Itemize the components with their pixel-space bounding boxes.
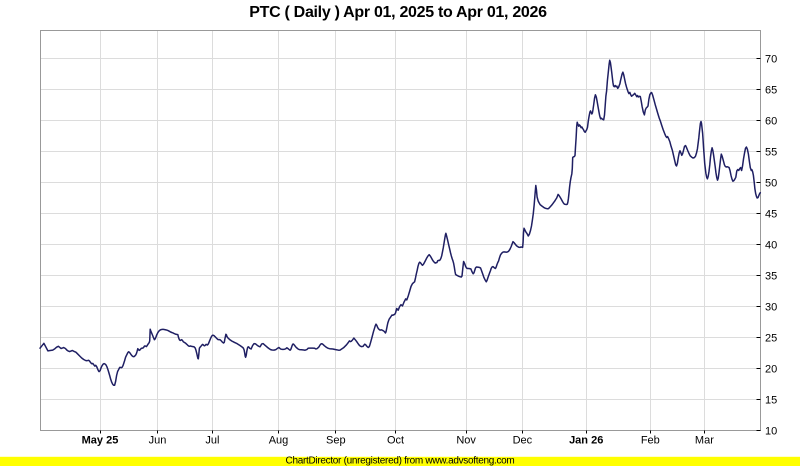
svg-text:Mar: Mar [695, 435, 714, 447]
svg-text:60: 60 [765, 116, 777, 128]
svg-text:35: 35 [765, 271, 777, 283]
svg-text:ChartDirector (unregistered) f: ChartDirector (unregistered) from www.ad… [286, 456, 515, 466]
svg-text:PTC ( Daily ) Apr 01, 2025 to: PTC ( Daily ) Apr 01, 2025 to Apr 01, 20… [249, 4, 547, 21]
svg-text:Oct: Oct [387, 435, 404, 447]
svg-text:10: 10 [765, 426, 777, 438]
svg-text:Sep: Sep [326, 435, 346, 447]
svg-text:Nov: Nov [456, 435, 476, 447]
svg-text:Dec: Dec [513, 435, 533, 447]
svg-text:70: 70 [765, 54, 777, 66]
svg-text:55: 55 [765, 147, 777, 159]
svg-text:50: 50 [765, 178, 777, 190]
svg-text:May 25: May 25 [82, 435, 119, 447]
svg-text:20: 20 [765, 364, 777, 376]
svg-text:Jun: Jun [149, 435, 167, 447]
svg-text:Aug: Aug [269, 435, 289, 447]
svg-text:Feb: Feb [641, 435, 660, 447]
svg-text:65: 65 [765, 85, 777, 97]
svg-text:25: 25 [765, 333, 777, 345]
svg-text:15: 15 [765, 395, 777, 407]
svg-text:Jan 26: Jan 26 [569, 435, 603, 447]
svg-text:Jul: Jul [205, 435, 219, 447]
svg-text:40: 40 [765, 240, 777, 252]
svg-text:30: 30 [765, 302, 777, 314]
svg-text:45: 45 [765, 209, 777, 221]
